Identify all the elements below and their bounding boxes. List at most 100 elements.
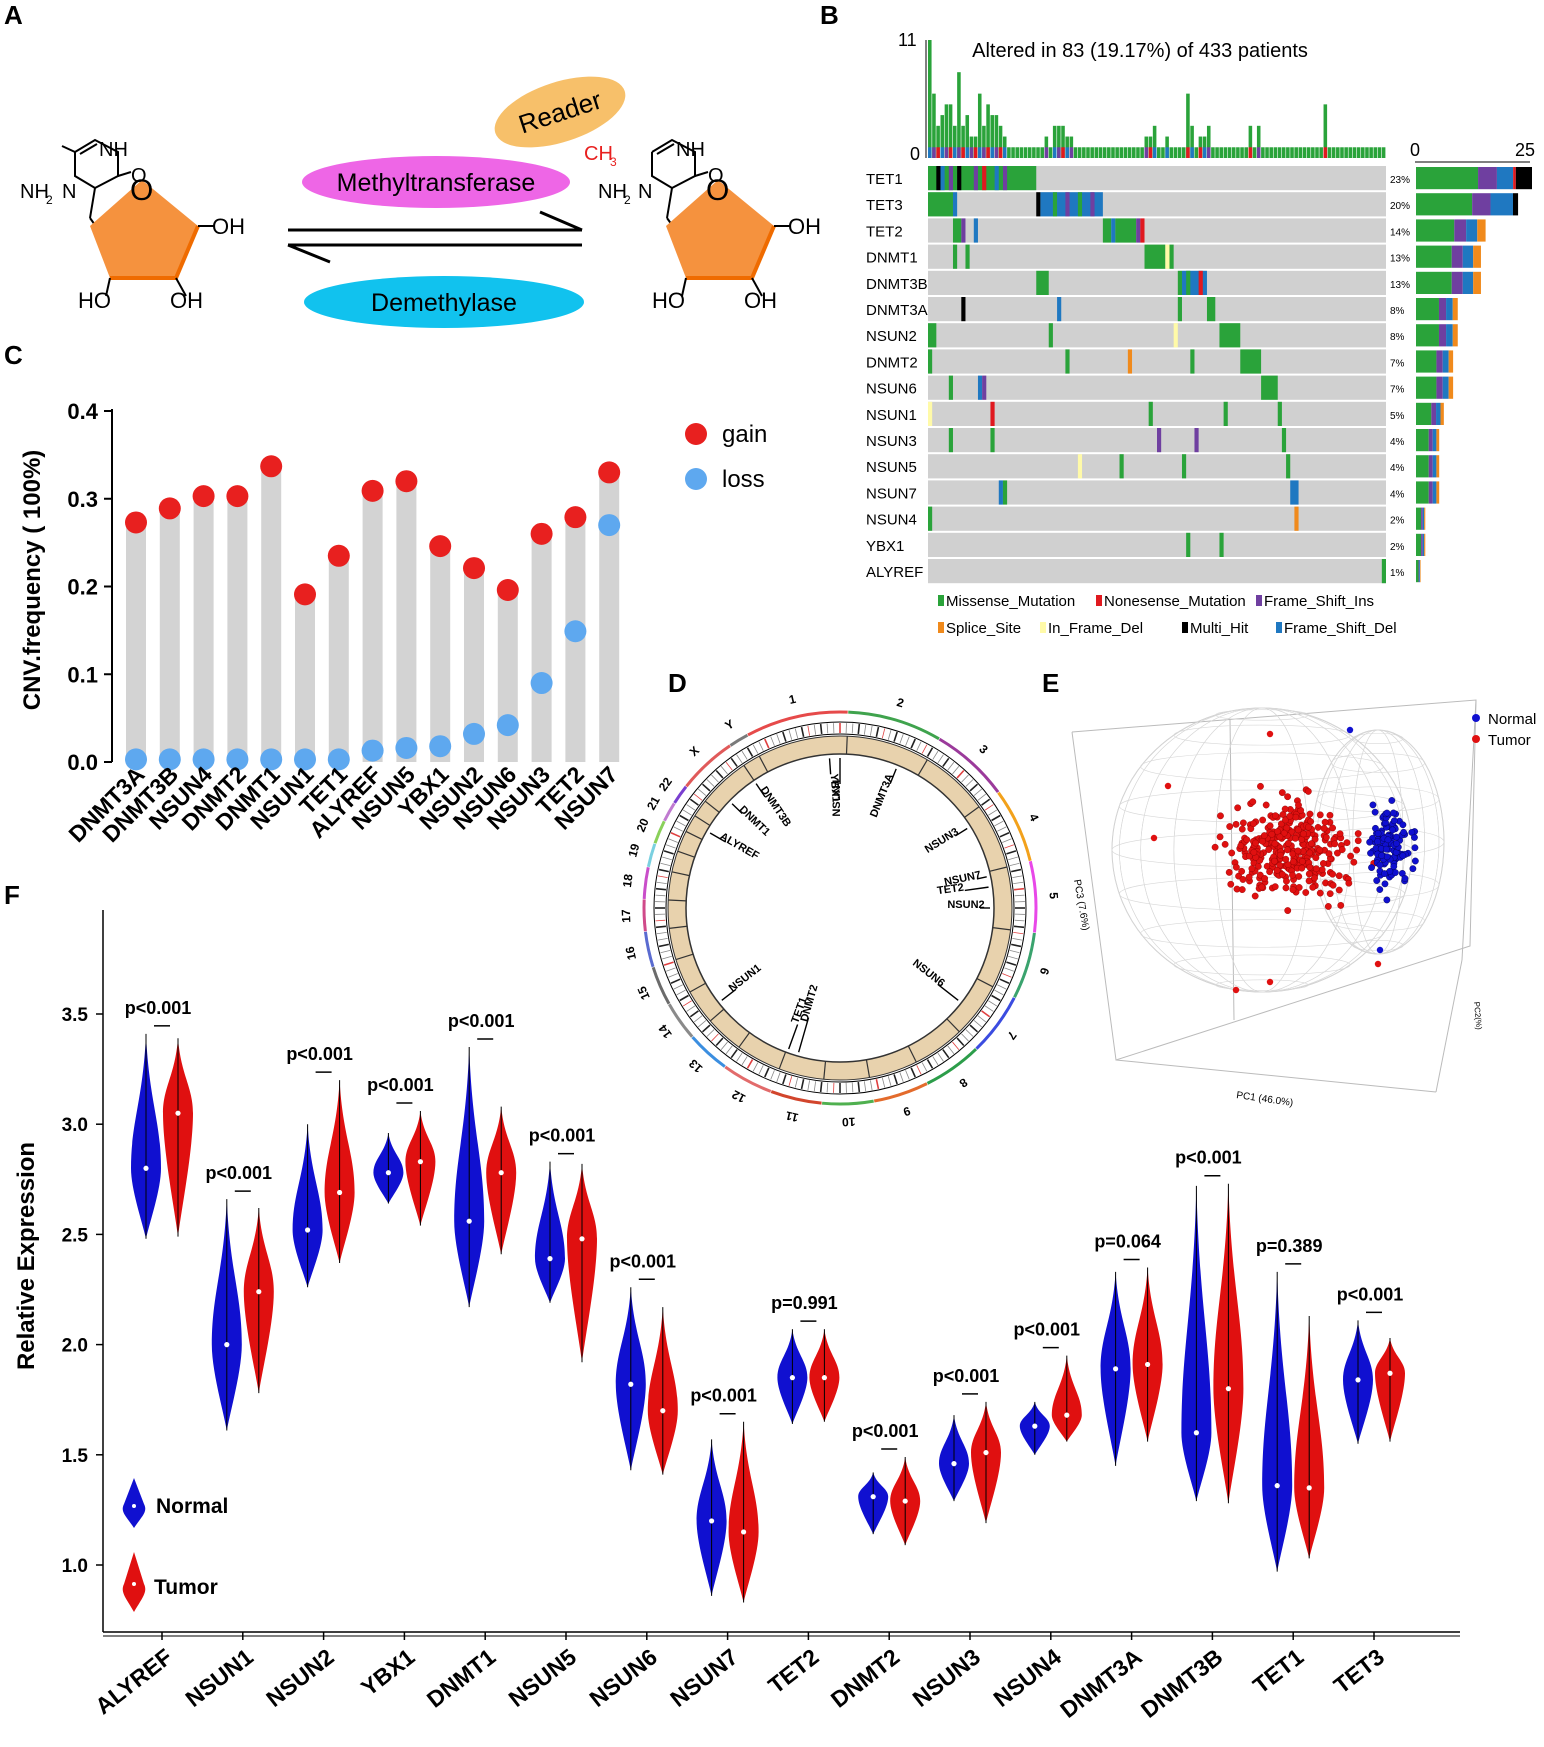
circos-band — [961, 1033, 969, 1042]
violin-normal-median — [870, 1494, 876, 1500]
violin-tumor — [405, 1110, 436, 1226]
oncoplot-percent-label: 7% — [1390, 385, 1405, 396]
pca-tumor-point — [1271, 858, 1279, 866]
cnv-loss-point — [226, 748, 249, 771]
pca-tumor-point — [1292, 834, 1299, 842]
circos-band — [1013, 887, 1025, 891]
pca-tumor-point — [1238, 839, 1246, 847]
cnv-loss-point — [327, 748, 350, 771]
circos-band — [997, 984, 1007, 990]
pca-tumor-point — [1326, 811, 1334, 819]
pca-tumor-point — [1286, 826, 1294, 834]
oncoplot-side-bar — [1438, 324, 1447, 347]
pca-tumor-point — [1298, 836, 1305, 843]
circos-band — [715, 769, 724, 779]
violin-normal-median — [709, 1518, 715, 1524]
oncoplot-top-bar-segment — [957, 147, 961, 158]
pca-normal-point — [1378, 827, 1386, 835]
oncoplot-side-bar — [1428, 429, 1433, 452]
pca-tumor-point — [1266, 843, 1273, 851]
oncoplot-side-bar — [1424, 533, 1426, 556]
violin-tumor-body — [647, 1307, 678, 1475]
pca-tumor-point — [1266, 829, 1274, 837]
pca-tumor-point — [1260, 832, 1268, 839]
oncoplot-side-bar — [1466, 219, 1478, 242]
pca-normal-point — [1377, 829, 1385, 837]
circos-band — [973, 788, 982, 796]
mutation-cell — [928, 506, 933, 531]
violin-normal-body — [696, 1439, 727, 1596]
circos-chrom-label: 19 — [625, 842, 642, 859]
oncoplot-side-bar — [1436, 402, 1441, 425]
pca-tumor-point — [1319, 870, 1326, 877]
pca-tumor-point — [1289, 871, 1296, 879]
oncoplot-top-bar — [1302, 147, 1307, 158]
mutation-cell — [982, 375, 987, 400]
circos-band — [893, 1074, 898, 1085]
oncoplot-top-bar — [1123, 147, 1128, 158]
pca-normal-point — [1393, 844, 1401, 852]
oncoplot-side-bar — [1416, 402, 1432, 425]
pca-tumor-point — [1280, 829, 1288, 837]
oncoplot-side-bar — [1448, 350, 1454, 373]
oncoplot-top-bar — [1169, 147, 1174, 158]
oncoplot-legend-swatch — [1276, 622, 1282, 633]
oncoplot-side-bar — [1462, 245, 1474, 268]
pca-tumor-point — [1318, 866, 1326, 874]
oncoplot-side-bar — [1416, 193, 1473, 216]
mutation-cell — [1144, 244, 1166, 269]
pca-tumor-point — [1252, 839, 1260, 847]
oncoplot-side-bar — [1416, 429, 1429, 452]
right-nh2: NH — [598, 181, 627, 203]
mutation-cell — [1290, 480, 1299, 505]
left-nh2: NH — [20, 181, 49, 203]
circos-band — [977, 793, 987, 801]
cnv-y-tick: 0.3 — [67, 487, 98, 512]
violin-normal-median — [1113, 1366, 1119, 1372]
mutation-cell — [928, 323, 937, 348]
oncoplot-top-bar — [1186, 93, 1190, 158]
pca-tumor-point — [1277, 827, 1285, 834]
oncoplot-top-bar — [1265, 147, 1269, 158]
pca-normal-point — [1384, 855, 1392, 863]
violin-tumor-body — [1375, 1337, 1405, 1442]
pca-normal-point — [1379, 852, 1387, 860]
cnv-loss-point — [564, 620, 587, 643]
pca-normal-point — [1382, 814, 1390, 822]
circos-chrom-label: 14 — [655, 1022, 674, 1041]
circos-band — [869, 725, 873, 736]
oncoplot-top-bar — [1094, 147, 1099, 158]
oncoplot-top-bar — [952, 125, 957, 158]
circos-band — [981, 1010, 991, 1018]
pca-tumor-point — [1284, 907, 1292, 914]
pca-tumor-point — [1251, 846, 1259, 854]
violin-y-label: Relative Expression — [13, 1142, 40, 1370]
pca-tumor-point — [1310, 866, 1318, 874]
cnv-loss-point — [429, 735, 452, 758]
circos-band — [1002, 973, 1012, 978]
circos-band — [857, 1081, 861, 1093]
oncoplot-top-bar-segment — [961, 147, 965, 158]
pca-tumor-point — [1286, 812, 1294, 820]
violin-tumor-body — [1213, 1183, 1244, 1504]
pca-tumor-point — [1234, 804, 1242, 812]
cnv-y-tick: 0.1 — [67, 662, 98, 687]
pca-tumor-point — [1302, 786, 1310, 794]
oncoplot-gene-label: NSUN6 — [866, 381, 917, 398]
circos-band — [863, 1081, 867, 1092]
circos-band — [679, 814, 689, 822]
oncoplot-top-bar — [1261, 147, 1265, 158]
pca-tumor-point — [1326, 854, 1334, 862]
circos-chrom-label: 9 — [901, 1104, 912, 1119]
oncoplot-legend-label: Frame_Shift_Del — [1284, 620, 1397, 637]
oncoplot-legend: Missense_Mutation Nonesense_Mutation Frame… — [938, 593, 1397, 637]
pca-tumor-point — [1255, 885, 1263, 892]
pca-normal-point — [1401, 877, 1409, 885]
oncoplot-side-bar — [1452, 298, 1458, 321]
pca-normal-point — [1393, 851, 1401, 858]
mutation-cell — [1186, 270, 1191, 295]
oncoplot-legend-label: Multi_Hit — [1190, 620, 1249, 637]
cnv-y-axis: 0.0 0.1 0.2 0.3 0.4 — [67, 399, 113, 775]
pvalue-label: p=0.064 — [1094, 1231, 1161, 1251]
circos-band — [725, 761, 733, 771]
